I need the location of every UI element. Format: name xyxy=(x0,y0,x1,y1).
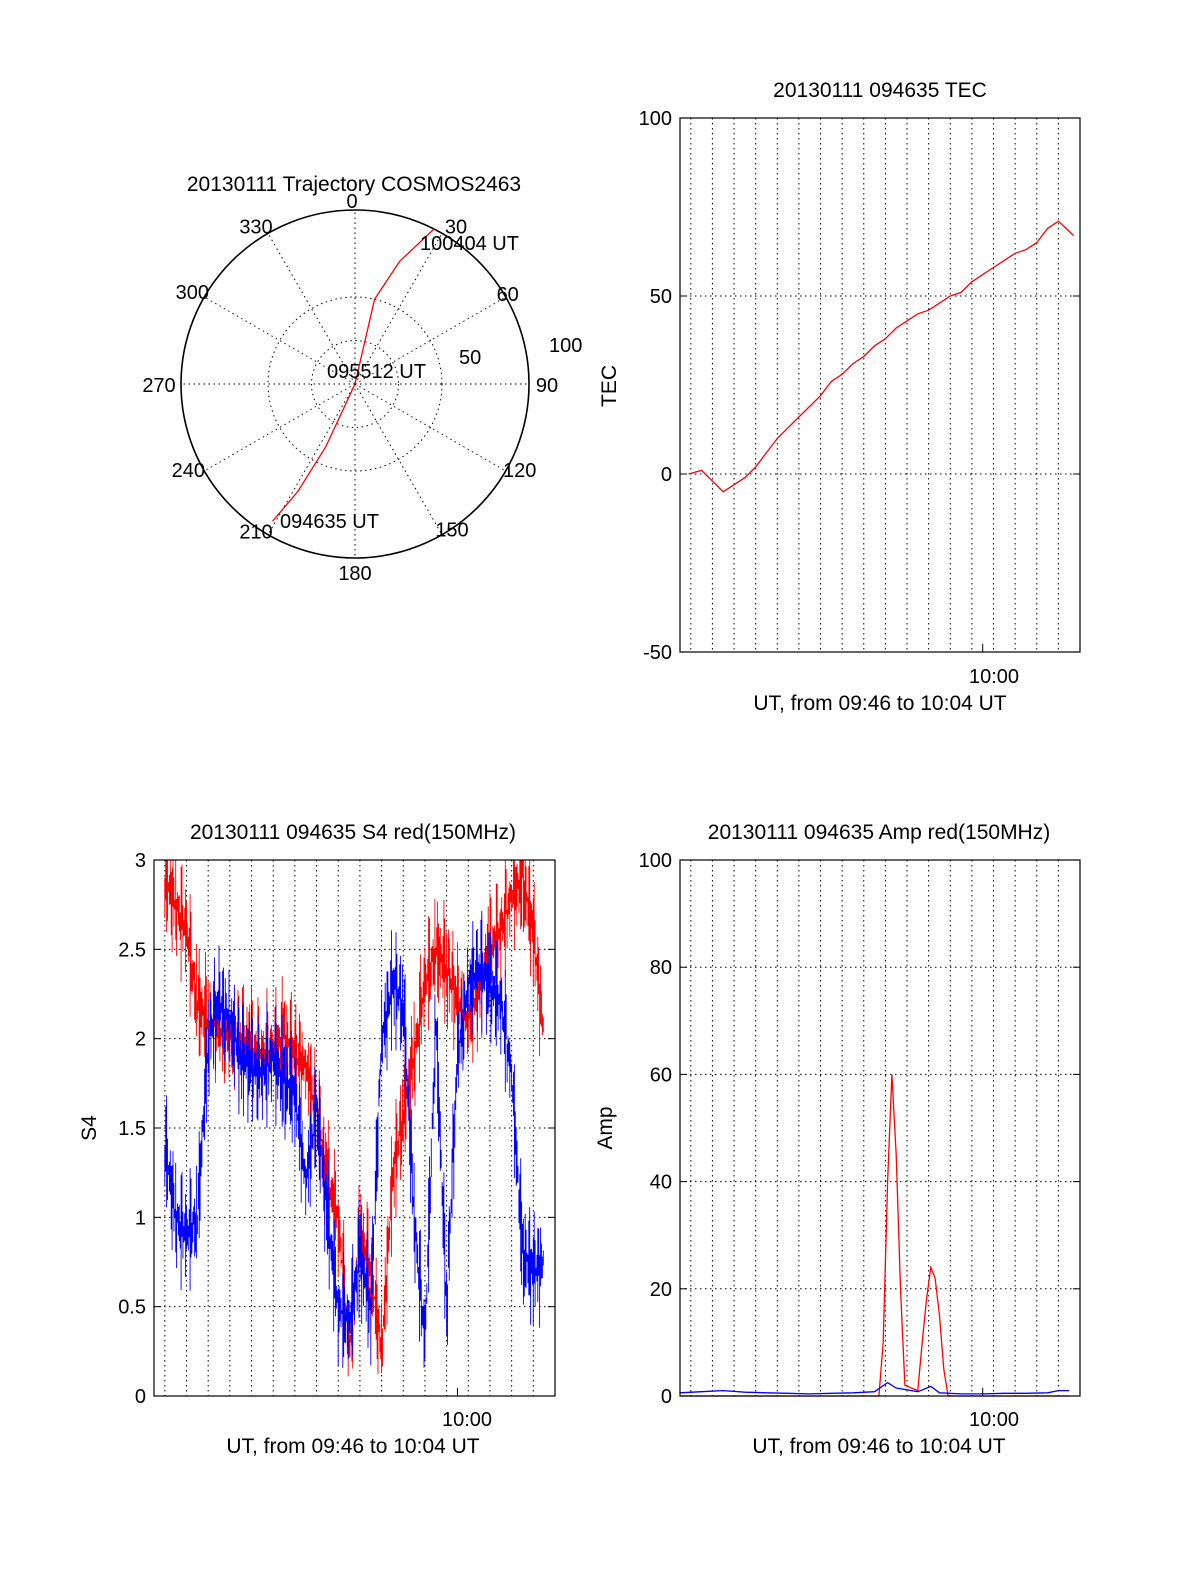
tec-ytick-label: -50 xyxy=(643,642,672,664)
amp-title: 20130111 094635 Amp red(150MHz) xyxy=(708,821,1050,844)
polar-title: 20130111 Trajectory COSMOS2463 xyxy=(187,173,521,196)
polar-spoke-240 xyxy=(204,383,356,472)
s4-xtick-label: 10:00 xyxy=(442,1409,492,1431)
amp-ytick-label: 60 xyxy=(650,1064,672,1086)
polar-azimuth-label-240: 240 xyxy=(172,460,205,482)
tec-ytick-label: 50 xyxy=(650,286,672,308)
polar-azimuth-label-330: 330 xyxy=(239,216,272,238)
s4-ylabel: S4 xyxy=(78,1115,101,1141)
amp-plot-frame xyxy=(679,859,1081,1397)
polar-radial-label-100: 100 xyxy=(549,335,582,357)
amp-xtick-label: 10:00 xyxy=(969,1409,1019,1431)
s4-ytick-label: 3 xyxy=(135,850,146,872)
polar-azimuth-label-30: 30 xyxy=(445,216,467,238)
amp-ytick-label: 20 xyxy=(650,1279,672,1301)
amp-ytick-label: 100 xyxy=(639,850,672,872)
s4-xlabel: UT, from 09:46 to 10:04 UT xyxy=(226,1435,479,1458)
polar-trajectory-line xyxy=(272,228,435,522)
amp-ytick-label: 40 xyxy=(650,1172,672,1194)
tec-title: 20130111 094635 TEC xyxy=(773,79,987,102)
polar-azimuth-label-270: 270 xyxy=(142,375,175,397)
polar-azimuth-label-60: 60 xyxy=(497,284,519,306)
s4-ytick-label: 0 xyxy=(135,1386,146,1408)
polar-ring-25 xyxy=(311,340,399,428)
s4-ytick-label: 2.5 xyxy=(118,939,146,961)
polar-radial-label-50: 50 xyxy=(459,347,481,369)
polar-azimuth-label-150: 150 xyxy=(435,520,468,542)
polar-azimuth-label-0: 0 xyxy=(346,191,357,213)
s4-title: 20130111 094635 S4 red(150MHz) xyxy=(190,821,516,844)
polar-spoke-330 xyxy=(267,233,356,385)
amp-ylabel: Amp xyxy=(594,1106,617,1149)
amp-ytick-label: 0 xyxy=(661,1386,672,1408)
tec-ytick-label: 0 xyxy=(661,464,672,486)
tec-panel: 20130111 094635 TEC UT, from 09:46 to 10… xyxy=(598,79,1081,715)
tec-ytick-label: 100 xyxy=(639,108,672,130)
polar-azimuth-label-120: 120 xyxy=(503,460,536,482)
tec-plot-frame xyxy=(679,117,1081,653)
polar-azimuth-label-90: 90 xyxy=(536,375,558,397)
s4-ytick-label: 0.5 xyxy=(118,1297,146,1319)
tec-ylabel: TEC xyxy=(598,365,621,407)
polar-annotation-end: 100404 UT xyxy=(420,233,519,255)
polar-spoke-30 xyxy=(354,233,443,385)
s4-ytick-label: 1.5 xyxy=(118,1118,146,1140)
polar-spoke-300 xyxy=(204,296,356,385)
s4-panel: 20130111 094635 S4 red(150MHz) UT, from … xyxy=(78,821,556,1458)
amp-series-blue xyxy=(679,1381,1070,1395)
polar-trajectory-panel: 20130111 Trajectory COSMOS2463 0 30 60 90 12… xyxy=(142,173,582,585)
amp-series-red xyxy=(680,1074,1070,1397)
amp-panel: 20130111 094635 Amp red(150MHz) UT, from… xyxy=(594,821,1081,1458)
polar-azimuth-labels: 0 30 60 90 120 150 180 210 240 270 300 330 xyxy=(142,191,558,585)
polar-annotation-mid: 095512 UT xyxy=(327,361,426,383)
polar-outer-circle xyxy=(180,209,530,559)
polar-azimuth-label-180: 180 xyxy=(338,563,371,585)
s4-ytick-label: 2 xyxy=(135,1029,146,1051)
tec-xtick-label: 10:00 xyxy=(969,666,1019,688)
tec-xlabel: UT, from 09:46 to 10:04 UT xyxy=(753,692,1006,715)
polar-azimuth-label-210: 210 xyxy=(239,522,272,544)
polar-annotation-start: 094635 UT xyxy=(280,511,379,533)
s4-ytick-label: 1 xyxy=(135,1207,146,1229)
polar-ring-50 xyxy=(267,296,443,472)
polar-spoke-120 xyxy=(354,383,506,472)
amp-xlabel: UT, from 09:46 to 10:04 UT xyxy=(752,1435,1005,1458)
s4-series-blue xyxy=(164,910,544,1368)
amp-ytick-label: 80 xyxy=(650,957,672,979)
s4-plot-frame xyxy=(153,859,556,1397)
tec-series-red xyxy=(688,220,1074,493)
polar-spoke-150 xyxy=(354,383,443,535)
polar-spoke-60 xyxy=(354,296,506,385)
polar-azimuth-label-300: 300 xyxy=(176,282,209,304)
